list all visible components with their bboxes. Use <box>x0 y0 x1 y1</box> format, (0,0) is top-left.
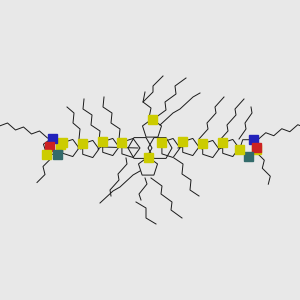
Bar <box>252 145 261 154</box>
Bar <box>143 152 152 161</box>
Bar <box>44 142 53 151</box>
Bar <box>58 138 67 147</box>
Bar <box>53 150 62 159</box>
Bar <box>47 134 56 142</box>
Bar <box>158 138 166 147</box>
Bar <box>249 135 258 144</box>
Bar <box>178 137 187 146</box>
Bar <box>198 139 207 148</box>
Bar <box>244 152 253 160</box>
Bar <box>148 115 157 124</box>
Bar <box>117 138 126 147</box>
Bar <box>42 150 51 159</box>
Bar <box>98 137 107 146</box>
Bar <box>78 139 87 148</box>
Bar <box>252 143 261 152</box>
Bar <box>56 140 65 149</box>
Bar <box>218 138 227 147</box>
Bar <box>235 145 244 154</box>
